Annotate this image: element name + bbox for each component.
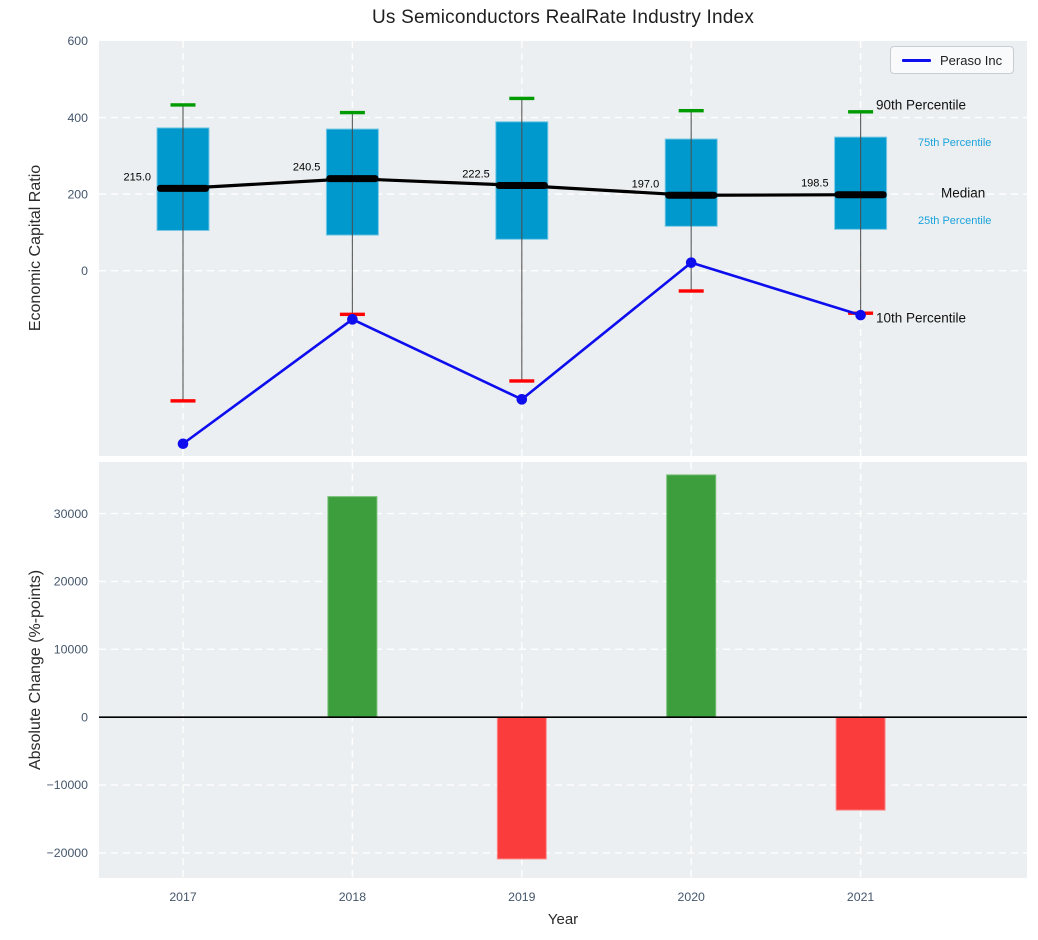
bar-2021 (835, 716, 886, 811)
peraso-point-2019 (516, 394, 528, 405)
x-axis-label: Year (547, 911, 579, 928)
peraso-point-2018 (347, 314, 358, 325)
bar-2019 (496, 716, 547, 860)
cap-90th-2020 (678, 108, 704, 113)
cap-10th-2017 (170, 399, 196, 403)
bottom-y-tick-label: 30000 (54, 507, 88, 521)
x-tick-label: 2020 (678, 890, 706, 904)
peraso-point-2017 (177, 438, 189, 450)
median-segment-2019 (495, 182, 548, 190)
median-segment-2017 (157, 184, 209, 192)
top-y-tick-label: 600 (67, 34, 88, 48)
peraso-point-2020 (685, 257, 697, 268)
bar-2018 (327, 496, 378, 718)
median-value-label: 215.0 (123, 171, 151, 183)
annotation-median: Median (941, 185, 986, 201)
median-value-label: 222.5 (462, 169, 490, 181)
x-tick-label: 2018 (339, 890, 367, 904)
cap-10th-2020 (678, 289, 704, 293)
cap-90th-2017 (170, 103, 196, 107)
top-y-axis-label: Economic Capital Ratio (27, 164, 44, 332)
chart-title: Us Semiconductors RealRate Industry Inde… (371, 7, 755, 28)
annotation-10th-percentile: 10th Percentile (876, 310, 967, 326)
top-y-tick-label: 0 (81, 264, 88, 278)
bar-2020 (666, 474, 717, 718)
annotation-25th-percentile: 25th Percentile (918, 215, 992, 227)
cap-90th-2018 (339, 110, 365, 115)
cap-10th-2019 (509, 379, 535, 383)
median-segment-2020 (665, 191, 718, 199)
bottom-y-tick-label: 0 (81, 710, 88, 724)
x-tick-label: 2019 (508, 890, 536, 904)
bottom-y-tick-label: −10000 (47, 778, 89, 792)
x-tick-label: 2021 (847, 890, 875, 904)
bottom-y-tick-label: 20000 (54, 575, 88, 589)
bottom-axes-background (99, 462, 1027, 878)
legend-label: Peraso Inc (940, 52, 1003, 68)
median-value-label: 197.0 (632, 178, 660, 190)
annotation-75th-percentile: 75th Percentile (918, 137, 992, 149)
bottom-y-tick-label: 10000 (54, 643, 88, 657)
legend: Peraso Inc (890, 46, 1015, 74)
cap-90th-2019 (509, 96, 535, 101)
median-segment-2018 (326, 175, 379, 183)
top-y-tick-label: 400 (67, 111, 88, 125)
bottom-y-tick-label: −20000 (47, 846, 89, 860)
legend-line-icon (902, 58, 931, 62)
peraso-point-2021 (855, 309, 866, 321)
median-segment-2021 (834, 191, 887, 199)
annotation-90th-percentile: 90th Percentile (876, 97, 967, 113)
cap-90th-2021 (848, 110, 874, 114)
bottom-y-axis-label: Absolute Change (%-points) (27, 569, 44, 771)
median-value-label: 240.5 (293, 162, 321, 174)
top-y-tick-label: 200 (67, 187, 88, 201)
median-value-label: 198.5 (801, 178, 829, 190)
x-tick-label: 2017 (169, 890, 197, 904)
